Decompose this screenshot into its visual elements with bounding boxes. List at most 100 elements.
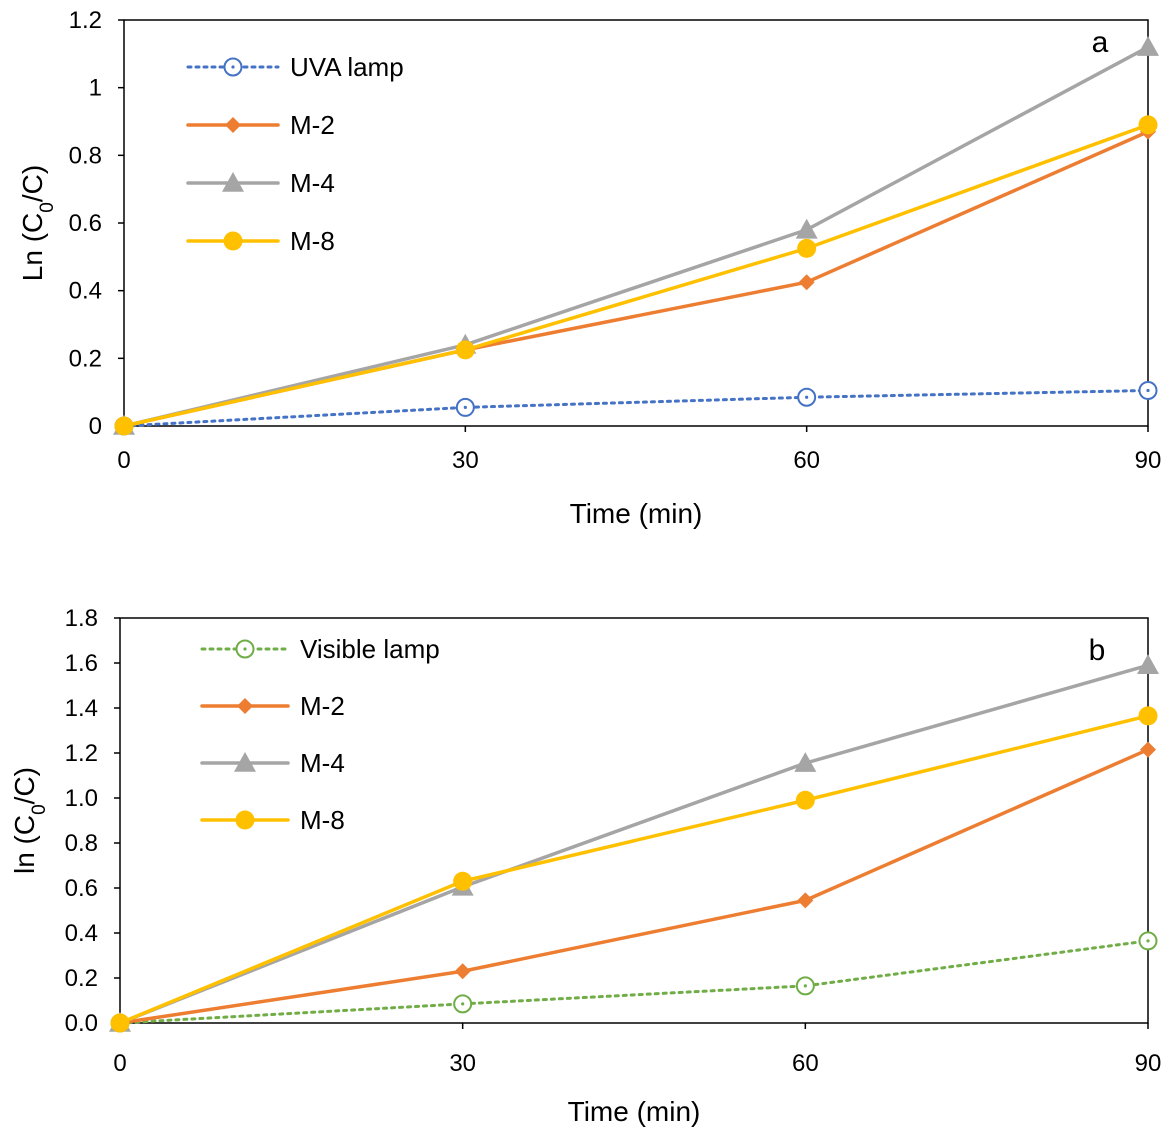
y-tick-label: 0 bbox=[89, 413, 102, 440]
x-tick-label: 60 bbox=[792, 1050, 819, 1077]
y-axis-title: Ln (C0/C) bbox=[17, 165, 58, 281]
series-line bbox=[122, 388, 1150, 428]
series-m-4 bbox=[109, 654, 1159, 1032]
data-point-center bbox=[463, 405, 467, 409]
legend-marker bbox=[234, 752, 256, 772]
legend-marker bbox=[225, 117, 241, 133]
y-tick-label: 1.8 bbox=[65, 605, 98, 632]
series-m-2 bbox=[112, 741, 1156, 1031]
y-axis-title-prefix: Ln (C bbox=[17, 213, 48, 281]
y-tick-label: 0.4 bbox=[65, 920, 98, 947]
series-line bbox=[118, 714, 1150, 1025]
y-axis-title-suffix: /C) bbox=[9, 767, 40, 804]
y-axis-title-subscript: 0 bbox=[29, 804, 50, 815]
y-axis-title-prefix: ln (C bbox=[9, 815, 40, 874]
series-m-2 bbox=[116, 123, 1156, 434]
legend-marker-center bbox=[243, 647, 247, 651]
data-point-center bbox=[1146, 939, 1150, 943]
y-tick-label: 0.6 bbox=[69, 210, 102, 237]
x-tick-label: 30 bbox=[452, 447, 479, 474]
series-visible-lamp bbox=[110, 931, 1158, 1033]
plot-frame bbox=[123, 19, 1149, 427]
x-tick-label: 30 bbox=[449, 1050, 476, 1077]
data-point-center bbox=[1146, 388, 1150, 393]
series-line bbox=[122, 129, 1150, 428]
y-tick-label: 1.0 bbox=[65, 785, 98, 812]
data-point bbox=[455, 340, 475, 360]
x-tick-label: 90 bbox=[1135, 1050, 1162, 1077]
series-line bbox=[122, 45, 1150, 428]
panel-label: a bbox=[1092, 26, 1109, 59]
legend-entry: M-4 bbox=[186, 168, 335, 198]
x-tick-label: 0 bbox=[113, 1050, 126, 1077]
legend-label: M-4 bbox=[290, 168, 335, 198]
x-tick-label: 0 bbox=[117, 447, 130, 474]
legend-marker-center bbox=[231, 65, 235, 69]
legend-marker bbox=[222, 172, 244, 192]
y-tick-label: 1.2 bbox=[69, 7, 102, 34]
data-point bbox=[1138, 115, 1158, 135]
data-point bbox=[1137, 654, 1159, 675]
legend-label: M-2 bbox=[290, 110, 335, 140]
data-point bbox=[795, 218, 818, 239]
chart-panel-b: 0.0 0.2 0.4 0.6 0.8 1.0 1.2 1.4 1.6 1.8 0 30 60 90 Tim… bbox=[9, 605, 1161, 1127]
data-point bbox=[110, 1013, 130, 1033]
y-tick-label: 0.2 bbox=[69, 345, 102, 372]
y-tick-label: 0.6 bbox=[65, 875, 98, 902]
legend-marker bbox=[237, 698, 253, 714]
y-tick-label: 1.2 bbox=[65, 740, 98, 767]
y-tick-label: 1 bbox=[89, 75, 102, 102]
data-point bbox=[797, 892, 814, 909]
y-tick-label: 1.6 bbox=[65, 650, 98, 677]
y-axis-title-subscript: 0 bbox=[37, 202, 58, 213]
data-point bbox=[798, 274, 815, 291]
data-point bbox=[454, 963, 471, 980]
legend-marker bbox=[235, 810, 255, 830]
data-point bbox=[1137, 36, 1159, 56]
x-tick-label: 60 bbox=[793, 447, 820, 474]
series-m-8 bbox=[110, 706, 1158, 1033]
series-line bbox=[118, 939, 1150, 1025]
data-point bbox=[1140, 741, 1156, 758]
y-axis-title-suffix: /C) bbox=[17, 165, 48, 202]
data-point bbox=[114, 416, 134, 436]
series-line bbox=[122, 123, 1150, 428]
y-tick-label: 0.0 bbox=[65, 1010, 98, 1037]
data-point bbox=[1138, 706, 1158, 726]
panel-label: b bbox=[1089, 634, 1106, 667]
legend-entry: UVA lamp bbox=[186, 52, 404, 82]
legend-entry: Visible lamp bbox=[200, 634, 440, 664]
legend-label: M-2 bbox=[300, 691, 345, 721]
series-line bbox=[118, 747, 1150, 1025]
y-tick-label: 0.4 bbox=[69, 278, 102, 305]
legend-entry: M-2 bbox=[200, 691, 345, 721]
legend-label: Visible lamp bbox=[300, 634, 440, 664]
series-m-4 bbox=[113, 36, 1159, 435]
y-tick-label: 0.8 bbox=[69, 142, 102, 169]
x-axis-title: Time (min) bbox=[568, 1096, 701, 1127]
data-point-center bbox=[803, 984, 807, 988]
legend-label: M-4 bbox=[300, 748, 345, 778]
legend-label: M-8 bbox=[290, 226, 335, 256]
series-m-8 bbox=[114, 115, 1158, 436]
plot-frame bbox=[119, 617, 1149, 1024]
legend-entry: M-8 bbox=[200, 805, 345, 835]
x-axis-title: Time (min) bbox=[570, 498, 703, 529]
series-line bbox=[118, 663, 1150, 1025]
y-tick-label: 1.4 bbox=[65, 695, 98, 722]
legend-entry: M-2 bbox=[186, 110, 335, 140]
legend-marker bbox=[223, 231, 243, 251]
y-tick-label: 0.2 bbox=[65, 965, 98, 992]
data-point-center bbox=[805, 395, 809, 399]
data-point-center bbox=[461, 1002, 465, 1006]
data-point bbox=[453, 871, 473, 891]
x-tick-label: 90 bbox=[1135, 447, 1162, 474]
data-point bbox=[795, 790, 815, 810]
legend-label: UVA lamp bbox=[290, 52, 404, 82]
data-point bbox=[797, 238, 817, 258]
data-point bbox=[794, 752, 817, 772]
y-tick-label: 0.8 bbox=[65, 830, 98, 857]
legend-entry: M-8 bbox=[186, 226, 335, 256]
